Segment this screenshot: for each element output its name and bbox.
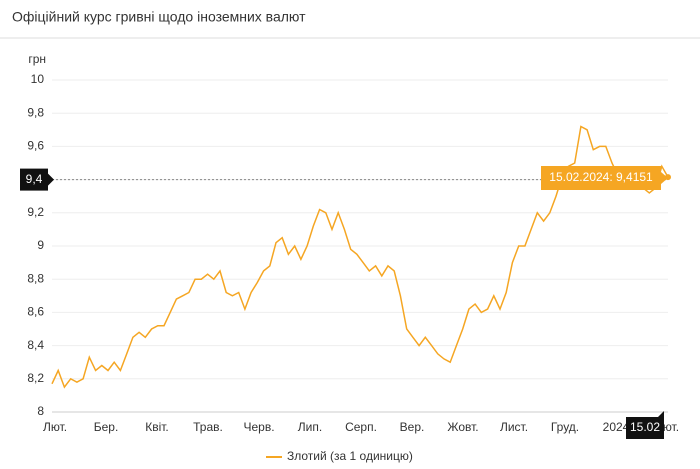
tooltip-box	[541, 166, 661, 190]
x-tick-label: Вер.	[400, 420, 425, 434]
tooltip-arrow	[661, 172, 668, 184]
x-tick-label: Квіт.	[145, 420, 169, 434]
line-series	[51, 125, 669, 389]
chart-title: Офіційний курс гривні щодо іноземних вал…	[12, 9, 306, 25]
y-axis-label: грн	[28, 52, 46, 66]
y-tick-label: 9,2	[27, 205, 44, 219]
y-tick-label: 8,4	[27, 338, 44, 352]
x-tick-label: Жовт.	[447, 420, 478, 434]
crosshair-x-arrow	[658, 411, 664, 417]
x-tick-label: Бер.	[94, 420, 119, 434]
x-tick-label: Лют.	[43, 420, 67, 434]
crosshair-y-arrow	[48, 173, 54, 186]
x-tick-label: Груд.	[551, 420, 579, 434]
y-tick-label: 9	[37, 238, 44, 252]
x-tick-label: Трав.	[193, 420, 223, 434]
crosshair-x-box	[626, 417, 664, 439]
y-tick-label: 8	[37, 404, 44, 418]
y-tick-label: 8,2	[27, 371, 44, 385]
x-tick-label: 2024	[603, 420, 630, 434]
y-tick-label: 9,8	[27, 105, 44, 119]
legend-label: Злотий (за 1 одиницю)	[287, 449, 413, 463]
crosshair-y-label: 9,4	[26, 172, 43, 186]
x-tick-label: Черв.	[243, 420, 274, 434]
y-tick-label: 8,6	[27, 305, 44, 319]
x-tick-label: Лист.	[500, 420, 528, 434]
y-tick-label: 10	[31, 72, 45, 86]
crosshair-x-label: 15.02	[630, 420, 660, 434]
y-tick-label: 9,6	[27, 139, 44, 153]
y-tick-label: 8,8	[27, 271, 44, 285]
x-tick-label: Серп.	[345, 420, 377, 434]
crosshair-y-box	[20, 168, 48, 191]
tooltip-text: 15.02.2024: 9,4151	[549, 170, 653, 184]
x-tick-label: Лип.	[298, 420, 322, 434]
